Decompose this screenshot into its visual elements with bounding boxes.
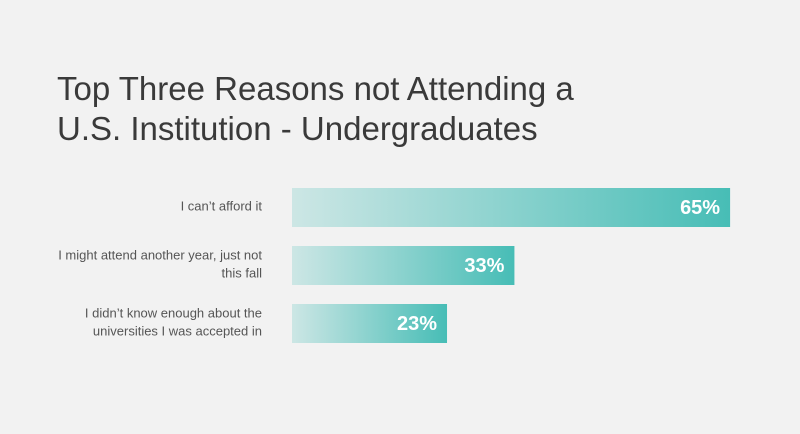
bar <box>292 188 731 227</box>
category-label: I might attend another year, just not thi… <box>58 248 262 281</box>
category-label: I didn’t know enough about the universiti… <box>85 306 262 339</box>
bar <box>292 246 515 285</box>
category-label: I can’t afford it <box>181 199 263 214</box>
value-label: 33% <box>464 255 504 277</box>
chart-title: Top Three Reasons not Attending a U.S. In… <box>57 70 574 147</box>
value-label: 65% <box>680 197 720 219</box>
bar <box>292 304 448 343</box>
value-label: 23% <box>397 313 437 335</box>
